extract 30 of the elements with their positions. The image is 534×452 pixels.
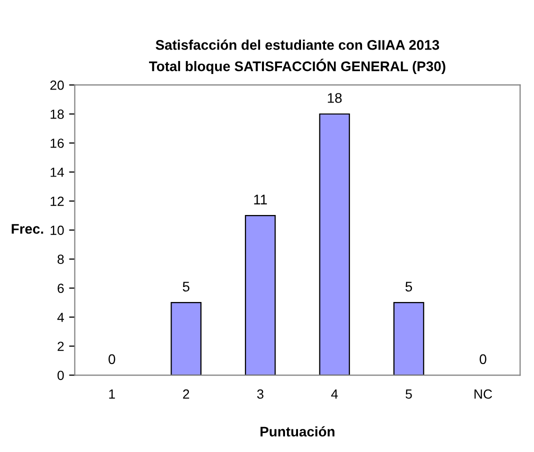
data-label: 0 [480, 354, 486, 364]
x-tick-label: 3 [257, 389, 264, 399]
x-tick-label: 1 [109, 390, 115, 399]
y-tick-label: 8 [58, 254, 64, 264]
data-label: 11 [254, 194, 267, 204]
y-tick-label: 2 [58, 342, 64, 351]
bar [393, 302, 424, 376]
x-tick-label: 4 [331, 390, 338, 399]
chart-title: Satisfacción del estudiante con GIIAA 2013 Total bloque SATISFACCIÓN GENERAL (P30) [149, 40, 446, 74]
y-tick-label: 14 [50, 168, 64, 177]
data-label: 18 [328, 93, 342, 103]
y-tick-label: 20 [50, 80, 64, 90]
y-tick-label: 16 [50, 138, 64, 148]
y-tick-label: 4 [57, 312, 64, 322]
data-label: 5 [405, 282, 412, 292]
y-tick-label: 12 [50, 196, 64, 206]
y-tick-label: 18 [50, 110, 64, 119]
data-label: 0 [108, 354, 116, 364]
bar [319, 113, 350, 376]
y-axis-title: Frec. [12, 224, 44, 234]
bar [244, 215, 276, 376]
y-tick-label: 0 [58, 370, 64, 380]
x-tick-label: 2 [183, 389, 190, 399]
y-tick-label: 10 [50, 226, 64, 235]
x-axis-title: Puntuación [260, 426, 334, 437]
x-tick-label: 5 [406, 390, 412, 399]
y-tick-label: 6 [58, 284, 64, 294]
x-tick-label: NC [474, 389, 492, 399]
bar [170, 302, 202, 376]
data-label: 5 [182, 282, 190, 292]
